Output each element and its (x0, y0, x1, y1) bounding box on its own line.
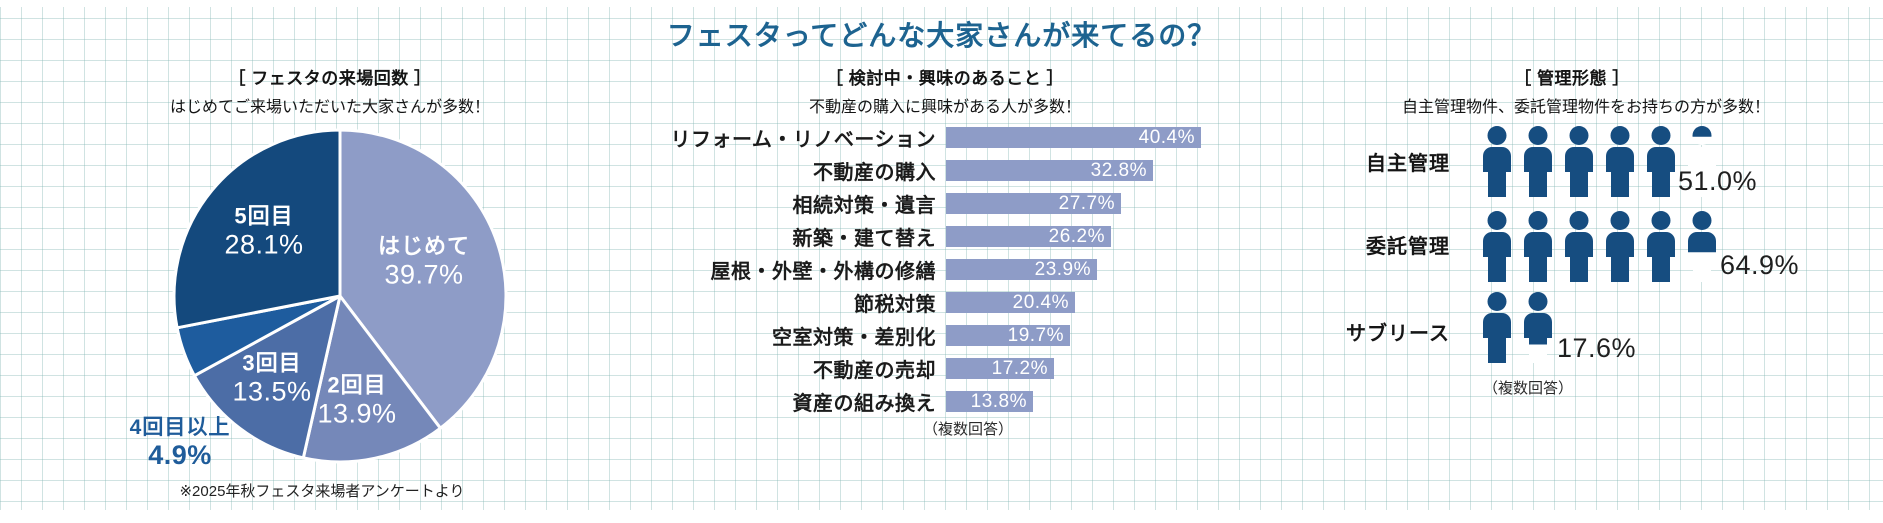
pie-slice-label-2: 3回目 13.5% (232, 350, 312, 407)
pie-slice-name: 4回目以上 (129, 416, 231, 440)
interest-bar-row: 新築・建て替え 26.2% (640, 226, 1201, 250)
person-icon (1524, 211, 1552, 282)
pie-slice-label-4: 5回目 28.1% (224, 203, 304, 260)
management-value-label: 51.0% (1678, 166, 1758, 196)
bar: 17.2% (946, 358, 1054, 379)
interests-bar-chart: リフォーム・リノベーション 40.4% 不動産の購入 32.8% 相続対策・遺言 27.7… (640, 127, 1201, 424)
visit-count-pie-chart (172, 128, 508, 464)
pie-slice-name: 2回目 (327, 372, 387, 398)
person-icon-partial (1688, 126, 1716, 197)
person-icon (1483, 292, 1511, 363)
interests-multi-answer-note: （複数回答） (922, 421, 1013, 438)
management-value-label: 17.6% (1557, 333, 1637, 363)
management-type-label: 委託管理 (1366, 236, 1450, 258)
bar: 20.4% (946, 292, 1075, 313)
interests-header: ［ 検討中・興味のあること ］ (826, 69, 1064, 88)
pie-slice-4 (172, 128, 342, 330)
bar-category-label: リフォーム・リノベーション (670, 129, 936, 151)
person-icon-partial (1688, 211, 1716, 282)
interest-bar-row: 節税対策 20.4% (640, 292, 1201, 316)
bar-category-label: 不動産の購入 (813, 162, 936, 184)
pie-slice-label-1: 2回目 13.9% (317, 372, 397, 429)
survey-footnote: ※2025年秋フェスタ来場者アンケートより (179, 483, 465, 500)
pie-slice-value: 28.1% (224, 229, 304, 260)
bar-value-label: 13.8% (970, 390, 1027, 412)
visit-count-header: ［ フェスタの来場回数 ］ (228, 69, 432, 88)
pie-slice-value: 13.5% (232, 376, 312, 407)
management-subtitle: 自主管理物件、委託管理物件をお持ちの方が多数！ (1402, 99, 1771, 116)
bar-category-label: 節税対策 (854, 294, 936, 316)
section-header-interests: ［ 検討中・興味のあること ］ 不動産の購入に興味がある人が多数！ (725, 64, 1165, 117)
pie-slice-label-3: 4回目以上 4.9% (130, 416, 231, 470)
bar-category-label: 不動産の売却 (813, 360, 936, 382)
person-icon-row (1480, 211, 1726, 282)
person-icon (1606, 126, 1634, 197)
section-header-management: ［ 管理形態 ］ 自主管理物件、委託管理物件をお持ちの方が多数！ (1402, 64, 1771, 117)
bar-category-label: 資産の組み換え (792, 393, 936, 415)
interest-bar-row: 不動産の購入 32.8% (640, 160, 1201, 184)
bar-value-label: 19.7% (1007, 324, 1064, 346)
bar-category-label: 空室対策・差別化 (772, 327, 936, 349)
pie-slice-value: 4.9% (148, 439, 212, 470)
bar-value-label: 27.7% (1058, 192, 1115, 214)
interest-bar-row: 不動産の売却 17.2% (640, 358, 1201, 382)
person-icon-row (1480, 126, 1726, 197)
bar: 19.7% (946, 325, 1070, 346)
person-icon (1647, 211, 1675, 282)
bar-value-label: 40.4% (1138, 126, 1195, 148)
pie-slice-value: 39.7% (384, 259, 464, 290)
person-icon (1647, 126, 1675, 197)
bar: 40.4% (946, 127, 1201, 148)
visit-count-subtitle: はじめてご来場いただいた大家さんが多数！ (169, 99, 490, 116)
pie-slice-name: 3回目 (242, 350, 302, 376)
interest-bar-row: 空室対策・差別化 19.7% (640, 325, 1201, 349)
person-icon (1565, 126, 1593, 197)
bar-value-label: 32.8% (1090, 159, 1147, 181)
bar: 27.7% (946, 193, 1121, 214)
management-multi-answer-note: （複数回答） (1482, 380, 1573, 397)
bar-value-label: 23.9% (1034, 258, 1091, 280)
bar: 23.9% (946, 259, 1097, 280)
person-icon (1483, 211, 1511, 282)
bar: 13.8% (946, 391, 1033, 412)
top-margin-strip (0, 0, 1883, 7)
pie-slice-label-0: はじめて 39.7% (377, 233, 471, 290)
person-icon (1565, 211, 1593, 282)
person-icon-partial (1524, 292, 1552, 363)
bottom-margin-strip (0, 510, 1883, 523)
pie-slice-2 (192, 294, 342, 460)
management-type-label: サブリース (1346, 323, 1450, 345)
interest-bar-row: リフォーム・リノベーション 40.4% (640, 127, 1201, 151)
bar: 26.2% (946, 226, 1111, 247)
management-type-label: 自主管理 (1366, 153, 1450, 175)
management-header: ［ 管理形態 ］ (1514, 69, 1630, 88)
pie-slice-1 (301, 294, 442, 464)
interests-subtitle: 不動産の購入に興味がある人が多数！ (808, 99, 1081, 116)
person-icon (1524, 126, 1552, 197)
section-header-visit-count: ［ フェスタの来場回数 ］ はじめてご来場いただいた大家さんが多数！ (105, 64, 555, 117)
bar: 32.8% (946, 160, 1153, 181)
bar-value-label: 17.2% (991, 357, 1048, 379)
management-value-label: 64.9% (1720, 250, 1800, 280)
bar-category-label: 屋根・外壁・外構の修繕 (710, 261, 936, 283)
person-icon-row (1480, 292, 1562, 363)
pie-slice-name: はじめて (377, 233, 471, 259)
bar-value-label: 20.4% (1012, 291, 1069, 313)
pie-slice-value: 13.9% (317, 398, 397, 429)
bar-value-label: 26.2% (1048, 225, 1105, 247)
person-icon (1606, 211, 1634, 282)
page-title: フェスタってどんな大家さんが来てるの？ (666, 20, 1217, 51)
bar-category-label: 新築・建て替え (792, 228, 936, 250)
interest-bar-row: 資産の組み換え 13.8% (640, 391, 1201, 415)
pie-slice-name: 5回目 (234, 203, 294, 229)
bar-category-label: 相続対策・遺言 (792, 195, 936, 217)
pie-slice-0 (338, 128, 508, 430)
interest-bar-row: 相続対策・遺言 27.7% (640, 193, 1201, 217)
interest-bar-row: 屋根・外壁・外構の修繕 23.9% (640, 259, 1201, 283)
person-icon (1483, 126, 1511, 197)
